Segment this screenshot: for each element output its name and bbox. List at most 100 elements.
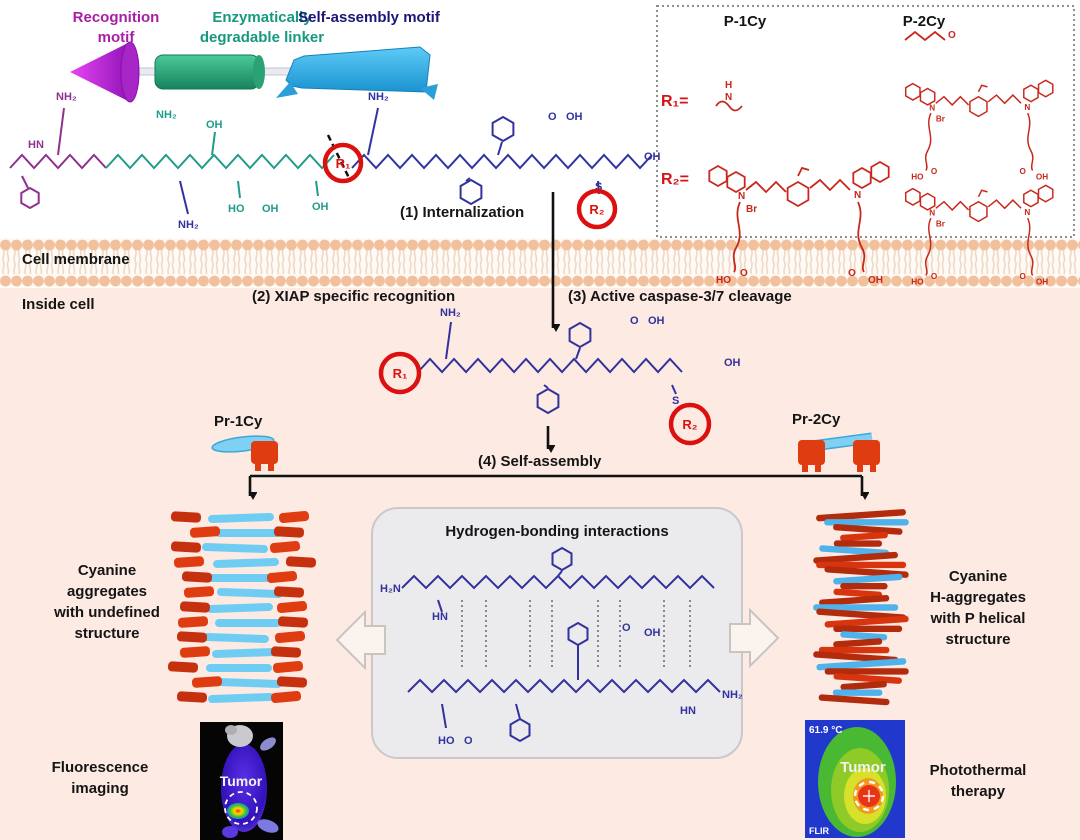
outcome-left-line4: structure xyxy=(74,625,140,642)
atom-label-o: O xyxy=(630,315,639,327)
helix-bar xyxy=(840,631,888,641)
outcome-right-line4: structure xyxy=(945,631,1011,648)
outcome-right-line3: with P helical xyxy=(930,610,1026,627)
atom-label-ho: HO xyxy=(438,735,455,747)
helix-bar xyxy=(833,588,883,598)
fluorescence-imaging-label: Fluorescence imaging xyxy=(18,757,182,799)
pr1cy-icon xyxy=(211,435,278,471)
outcome-left-line2: aggregates xyxy=(66,583,148,600)
helix-bar xyxy=(833,573,903,585)
atom-label-oh: OH xyxy=(644,151,661,163)
aggregate-bar xyxy=(183,586,215,598)
r2-circle-middle: R₂ xyxy=(668,402,712,446)
thermal-image-art: 61.9 °C Tumor FLIR xyxy=(805,720,905,838)
atom-label-nh2: NH₂ xyxy=(722,689,743,701)
fluorescence-line2: imaging xyxy=(71,780,129,797)
aggregate-bar xyxy=(181,571,213,583)
aggregate-bar xyxy=(273,586,305,598)
aggregate-bar xyxy=(208,512,274,524)
aggregate-bar xyxy=(179,646,211,658)
atom-label-oh: OH xyxy=(566,111,583,123)
atom-label-oh: OH xyxy=(724,357,741,369)
aggregate-bar xyxy=(277,616,309,628)
aggregate-bar xyxy=(270,691,302,703)
hbond-box xyxy=(371,507,743,759)
linker-label: Enzymatically degradable linker xyxy=(199,9,325,46)
top-peptide-assembly-segment: NH₂ NH₂ O OH OH S xyxy=(178,91,661,231)
inset-r1-eq-label: R₁= xyxy=(661,93,689,110)
helix-bar xyxy=(813,604,899,611)
aggregate-bar xyxy=(205,574,271,582)
r1-circle-middle: R₁ xyxy=(378,351,422,395)
atom-label-s: S xyxy=(672,395,679,407)
atom-label-hn: HN xyxy=(28,139,44,151)
r2-label: R₂ xyxy=(682,417,697,432)
atom-label-hn: HN xyxy=(680,705,696,717)
r1-label: R₁ xyxy=(336,156,351,171)
fluorescence-line1: Fluorescence xyxy=(51,759,149,776)
tumor-label-fluorescence: Tumor xyxy=(220,773,263,789)
atom-label-h2n: H₂N xyxy=(380,583,401,595)
helix-bar xyxy=(819,545,890,557)
tumor-label-thermal: Tumor xyxy=(840,759,886,776)
atom-label-s: S xyxy=(595,181,602,193)
pr2cy-label: Pr-2Cy xyxy=(792,411,841,428)
cyanine-helix-stack xyxy=(813,509,909,706)
cleavage-site-dash xyxy=(326,134,352,181)
r1-circle-top: R₁ xyxy=(322,142,364,184)
hbond-box-title: Hydrogen-bonding interactions xyxy=(445,523,669,540)
aggregate-bar xyxy=(170,511,202,523)
step2-xiap-label: (2) XIAP specific recognition xyxy=(252,288,456,305)
atom-label-oh: OH xyxy=(648,315,665,327)
atom-label-oh: OH xyxy=(644,627,661,639)
atom-label-hn: HN xyxy=(432,611,448,623)
top-peptide-linker-segment: NH₂ OH HO OH OH xyxy=(105,109,335,215)
step1-internalization-label: (1) Internalization xyxy=(400,204,525,221)
aggregate-bar xyxy=(189,526,221,538)
aggregate-bar xyxy=(176,691,208,703)
aggregate-bar xyxy=(206,664,272,672)
pr1cy-label: Pr-1Cy xyxy=(214,413,263,430)
atom-label-n: N xyxy=(725,92,732,103)
hollow-arrow-left xyxy=(335,609,386,671)
recognition-motif-label: Recognition motif xyxy=(72,9,160,46)
aggregate-bar xyxy=(177,616,209,628)
atom-label-o: O xyxy=(622,622,631,634)
aggregate-bar xyxy=(270,646,302,658)
aggregate-bar xyxy=(285,556,317,568)
helix-bar xyxy=(813,551,898,564)
inside-cell-label: Inside cell xyxy=(22,296,95,313)
atom-label-ho: HO xyxy=(228,203,245,215)
atom-label-nh2: NH₂ xyxy=(440,307,461,319)
atom-label-nh2: NH₂ xyxy=(178,219,199,231)
step4-self-assembly-label: (4) Self-assembly xyxy=(478,453,602,470)
helix-bar xyxy=(832,689,883,696)
outcome-left-text: Cyanine aggregates with undefined struct… xyxy=(22,560,192,644)
atom-label-nh2: NH₂ xyxy=(368,91,389,103)
helix-bar xyxy=(816,509,906,522)
aggregate-bar xyxy=(278,511,310,523)
aggregate-bar xyxy=(212,647,278,659)
atom-label-o: O xyxy=(948,30,956,41)
cyanine-aggregate-stack xyxy=(167,511,317,704)
aggregate-bar xyxy=(213,557,279,569)
helix-bar xyxy=(816,658,907,671)
assembly-motif-label: Self-assembly motif xyxy=(298,9,440,26)
atom-label-nh2: NH₂ xyxy=(56,91,77,103)
aggregate-bar xyxy=(191,676,223,688)
inset-p2cy-title: P-2Cy xyxy=(902,13,946,30)
atom-label-nh2: NH₂ xyxy=(156,109,177,121)
aggregate-bar xyxy=(202,542,268,554)
helix-bar xyxy=(833,540,883,547)
inset-structures: H N O xyxy=(708,30,1054,288)
aggregate-bar xyxy=(272,661,304,673)
aggregate-bar xyxy=(216,677,282,689)
r1-label: R₁ xyxy=(393,366,408,381)
helix-bar xyxy=(824,519,909,526)
flir-watermark: FLIR xyxy=(809,826,829,836)
inset-r2-eq-label: R₂= xyxy=(661,171,690,188)
atom-label-o: O xyxy=(464,735,473,747)
thermal-image: 61.9 °C Tumor FLIR xyxy=(805,720,905,838)
